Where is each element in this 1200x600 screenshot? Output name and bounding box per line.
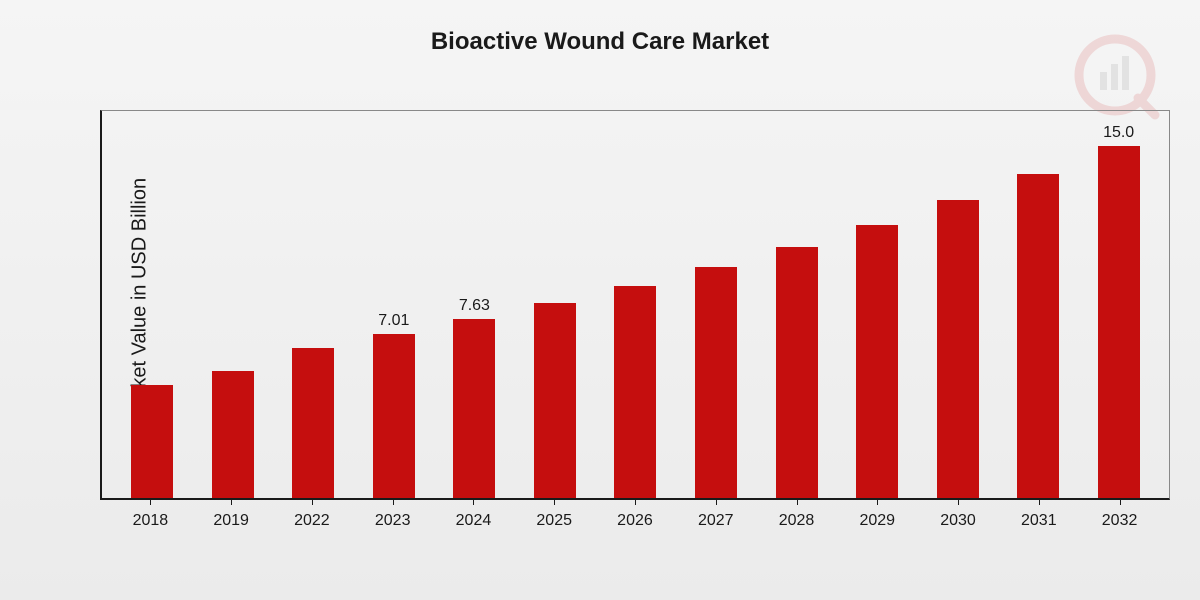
x-tick [473, 500, 474, 505]
bar [776, 247, 818, 498]
bar-wrapper [193, 111, 274, 498]
bar [614, 286, 656, 498]
bar [937, 200, 979, 498]
bar-wrapper: 7.63 [434, 111, 515, 498]
bar [856, 225, 898, 498]
bar [534, 303, 576, 498]
bar-wrapper [917, 111, 998, 498]
x-tick [393, 500, 394, 505]
x-axis-label: 2030 [918, 500, 999, 540]
bar [292, 348, 334, 498]
x-axis-label: 2029 [837, 500, 918, 540]
bar-wrapper: 15.0 [1078, 111, 1159, 498]
x-axis-label: 2028 [756, 500, 837, 540]
x-tick [312, 500, 313, 505]
x-axis-label: 2024 [433, 500, 514, 540]
x-tick [1039, 500, 1040, 505]
x-axis-label: 2025 [514, 500, 595, 540]
x-axis-label: 2026 [595, 500, 676, 540]
chart-container: 7.017.6315.0 201820192022202320242025202… [100, 110, 1170, 540]
bars-group: 7.01 7.63 15.0 [102, 111, 1169, 498]
bar [695, 267, 737, 498]
bar [131, 385, 173, 498]
bar-wrapper [676, 111, 757, 498]
x-axis-label: 2019 [191, 500, 272, 540]
bar-wrapper [756, 111, 837, 498]
x-axis-labels: 2018201920222023202420252026202720282029… [100, 500, 1170, 540]
bar-value-label: 15.0 [1103, 124, 1134, 142]
x-tick [554, 500, 555, 505]
bar-value-label: 7.63 [459, 297, 490, 315]
bar-wrapper [998, 111, 1079, 498]
x-axis-label: 2023 [352, 500, 433, 540]
x-tick [635, 500, 636, 505]
x-tick [877, 500, 878, 505]
x-axis-label: 2031 [998, 500, 1079, 540]
bar-wrapper [273, 111, 354, 498]
x-axis-label: 2027 [675, 500, 756, 540]
bar [1017, 174, 1059, 498]
bar-wrapper [112, 111, 193, 498]
x-axis-label: 2032 [1079, 500, 1160, 540]
bar-value-label: 7.01 [378, 312, 409, 330]
x-tick [1120, 500, 1121, 505]
bar-wrapper: 7.01 [354, 111, 435, 498]
bar [453, 319, 495, 498]
x-tick [716, 500, 717, 505]
plot-area: 7.01 7.63 15.0 [100, 110, 1170, 500]
bar-wrapper [837, 111, 918, 498]
bar [1098, 146, 1140, 498]
bar [373, 334, 415, 498]
x-axis-label: 2018 [110, 500, 191, 540]
x-tick [231, 500, 232, 505]
bar-wrapper [515, 111, 596, 498]
x-tick [150, 500, 151, 505]
chart-title: Bioactive Wound Care Market [0, 0, 1200, 56]
x-axis-label: 2022 [272, 500, 353, 540]
x-tick [958, 500, 959, 505]
bar [212, 371, 254, 498]
x-tick [797, 500, 798, 505]
bar-wrapper [595, 111, 676, 498]
